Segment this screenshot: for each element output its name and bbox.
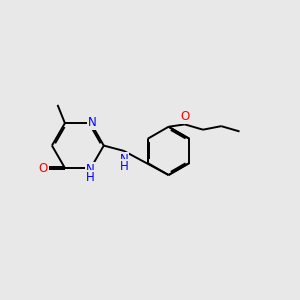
Text: O: O <box>38 161 48 175</box>
Text: H: H <box>119 160 128 173</box>
Text: O: O <box>181 110 190 123</box>
Text: N: N <box>88 116 96 129</box>
Text: N: N <box>119 153 128 166</box>
Text: N: N <box>86 163 94 176</box>
Text: H: H <box>86 171 94 184</box>
